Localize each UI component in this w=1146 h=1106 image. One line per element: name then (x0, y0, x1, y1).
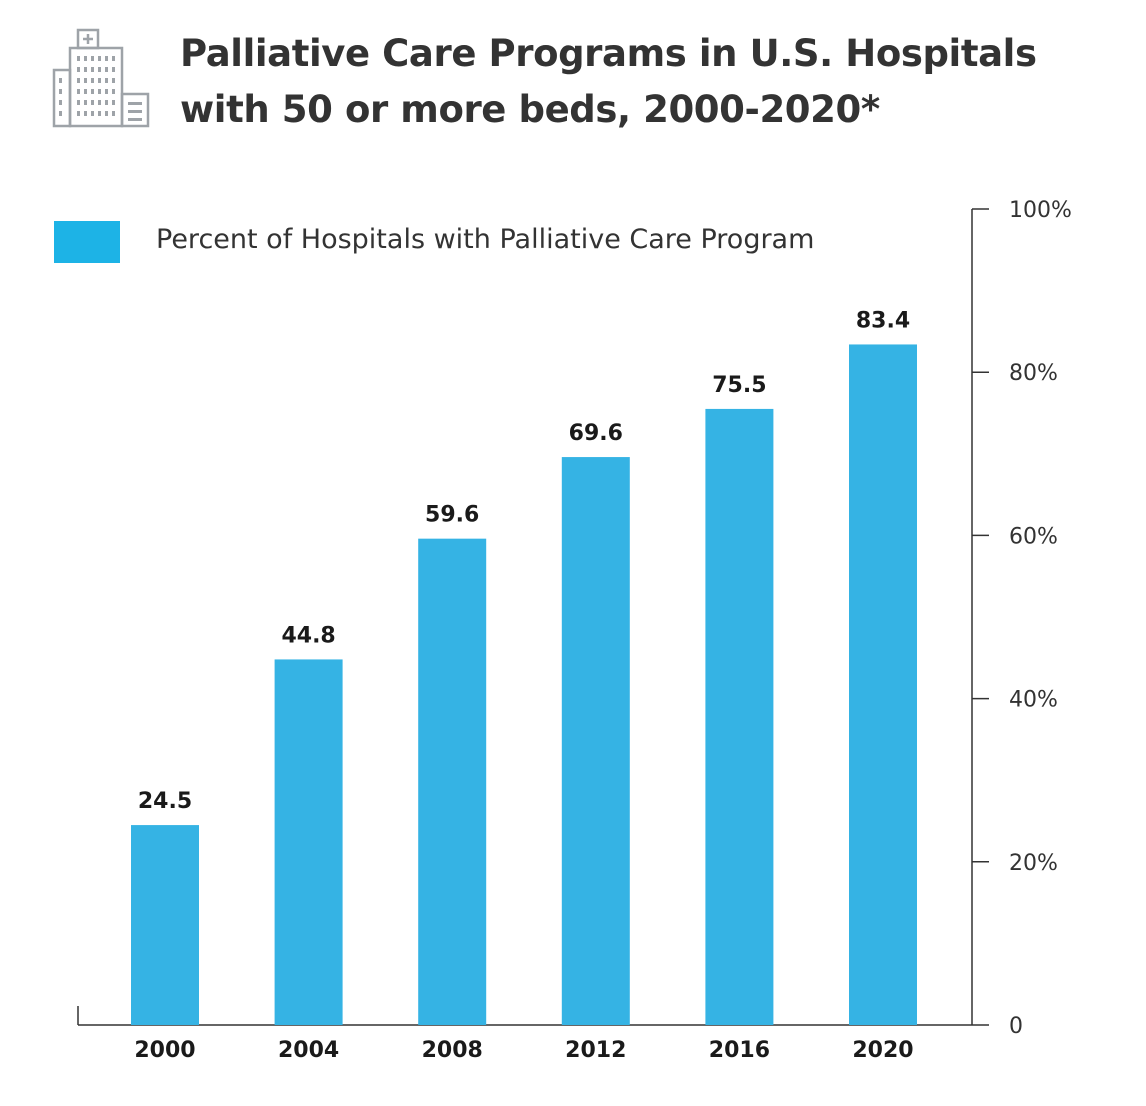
y-tick-label: 80% (1009, 361, 1058, 386)
bar (131, 825, 199, 1025)
chart-title: Palliative Care Programs in U.S. Hospita… (180, 26, 1120, 138)
chart-title-line-2: with 50 or more beds, 2000-2020* (180, 88, 880, 131)
x-tick-label: 2016 (709, 1038, 770, 1063)
y-tick-label: 100% (1009, 198, 1072, 223)
x-tick-label: 2000 (134, 1038, 195, 1063)
chart-title-line-1: Palliative Care Programs in U.S. Hospita… (180, 32, 1037, 75)
y-tick-label: 20% (1009, 851, 1058, 876)
bar (705, 408, 774, 1025)
bar-value-label: 59.6 (425, 503, 479, 528)
bar (849, 344, 917, 1025)
y-tick-label: 60% (1009, 524, 1058, 549)
x-tick-label: 2004 (278, 1038, 339, 1063)
y-tick-label: 40% (1009, 688, 1058, 713)
bar (418, 538, 487, 1025)
legend-swatch (54, 221, 120, 263)
bar-value-label: 44.8 (281, 623, 335, 648)
bar-value-label: 24.5 (138, 789, 192, 814)
legend-label: Percent of Hospitals with Palliative Car… (156, 224, 815, 255)
hospital-building-icon (52, 28, 150, 128)
bar (274, 659, 343, 1025)
bar-value-label: 75.5 (712, 373, 766, 398)
x-tick-label: 2008 (422, 1038, 483, 1063)
bar (561, 457, 630, 1026)
bar-value-label: 69.6 (569, 421, 623, 446)
x-tick-label: 2020 (852, 1038, 913, 1063)
y-tick-label: 0 (1009, 1014, 1023, 1039)
bar-value-label: 83.4 (856, 308, 910, 333)
x-tick-label: 2012 (565, 1038, 626, 1063)
